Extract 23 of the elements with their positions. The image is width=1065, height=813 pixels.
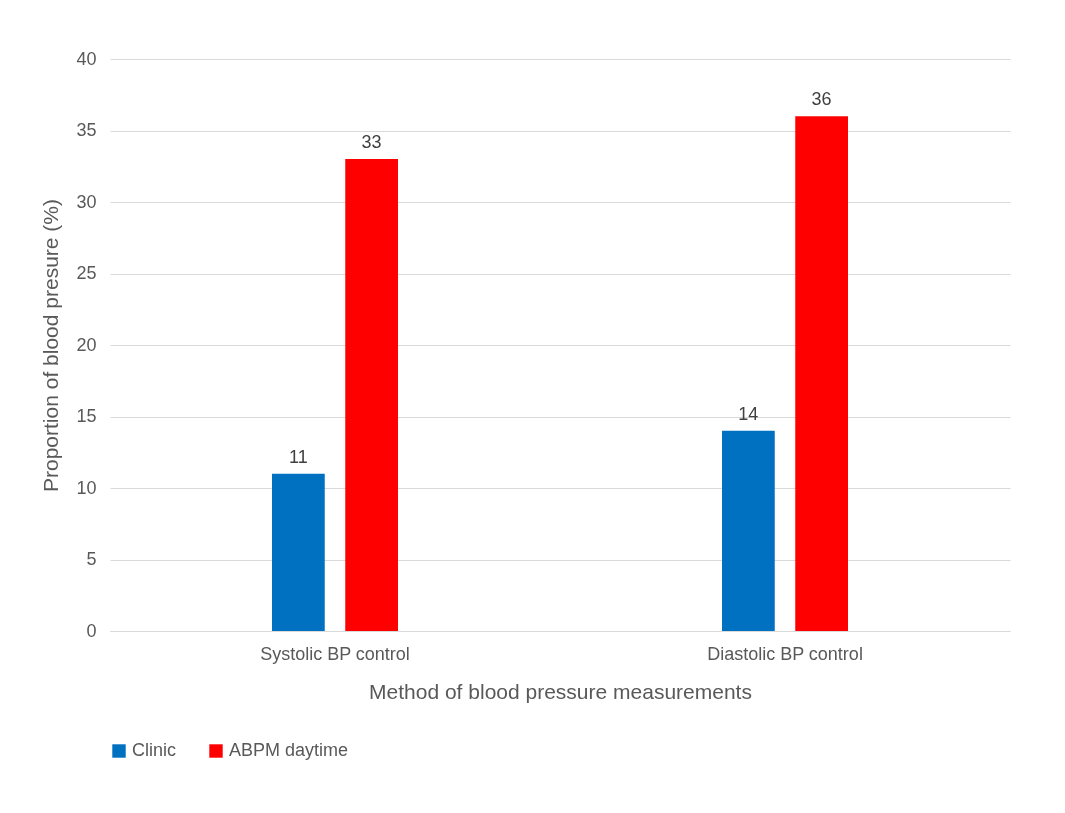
bar — [722, 430, 775, 631]
x-tick-label: Diastolic BP control — [707, 643, 863, 664]
y-tick-label: 15 — [76, 406, 97, 426]
bar — [345, 159, 398, 631]
data-label: 11 — [289, 446, 308, 467]
y-tick-label: 30 — [76, 191, 97, 212]
y-axis-title: Proportion of blood presure (%) — [39, 199, 63, 492]
y-tick-label: 0 — [86, 620, 97, 641]
legend-label: Clinic — [132, 740, 177, 760]
data-label: 14 — [738, 403, 759, 424]
data-label: 33 — [361, 132, 382, 153]
y-tick-label: 20 — [76, 334, 97, 355]
y-tick-label: 35 — [76, 120, 97, 140]
y-tick-label: 25 — [76, 263, 97, 283]
x-tick-label: Systolic BP control — [260, 643, 410, 664]
data-label: 36 — [811, 89, 832, 110]
y-tick-label: 10 — [76, 477, 97, 498]
legend-label: ABPM daytime — [229, 740, 349, 760]
y-tick-label: 40 — [76, 48, 97, 69]
bar — [272, 473, 325, 631]
bar — [795, 116, 848, 631]
x-axis-title: Method of blood pressure measurements — [369, 679, 752, 703]
y-tick-label: 5 — [86, 549, 97, 569]
